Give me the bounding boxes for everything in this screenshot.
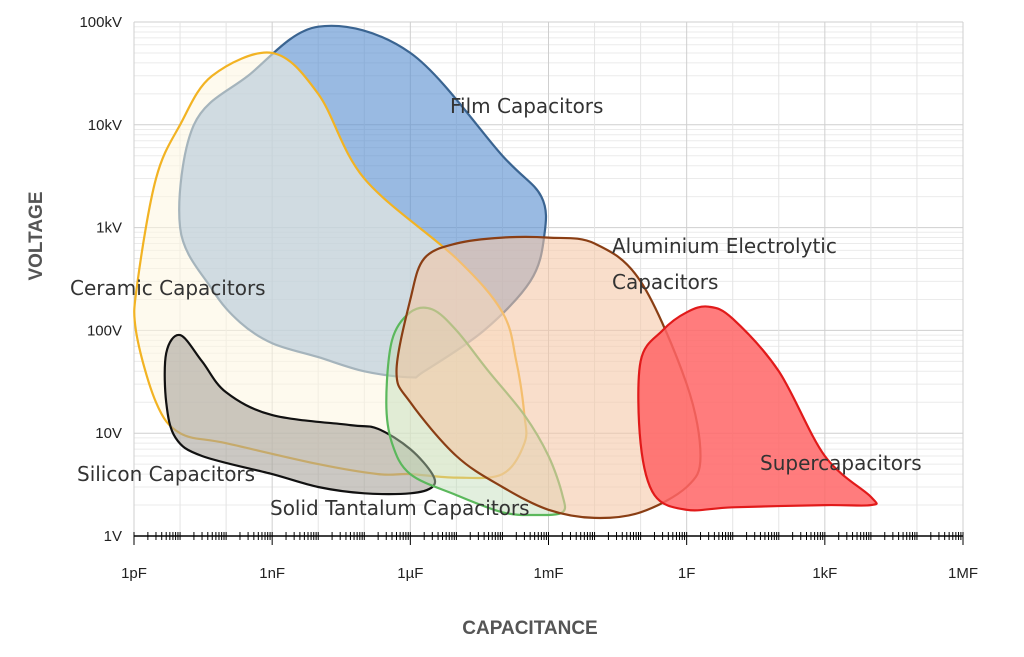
label-silicon-capacitors: Silicon Capacitors — [77, 462, 255, 486]
x-tick-label: 1mF — [534, 565, 564, 582]
x-tick-label: 1pF — [121, 565, 147, 582]
label-supercapacitors: Supercapacitors — [760, 451, 922, 475]
capacitor-regions — [133, 24, 878, 520]
label-aluminium-electrolytic-line1: Aluminium Electrolytic — [612, 234, 837, 258]
y-tick-label: 100V — [87, 322, 122, 339]
region-silicon-capacitors — [163, 333, 437, 496]
x-tick-labels: 1pF 1nF 1µF 1mF 1F 1kF 1MF — [121, 565, 978, 582]
y-tick-label: 100kV — [79, 14, 122, 31]
x-tick-label: 1F — [678, 565, 696, 582]
x-tick-label: 1nF — [259, 565, 285, 582]
x-axis — [133, 532, 964, 545]
y-tick-label: 1V — [104, 528, 122, 545]
label-aluminium-electrolytic-line2: Capacitors — [612, 270, 718, 294]
label-ceramic-capacitors: Ceramic Capacitors — [70, 276, 266, 300]
x-tick-label: 1kF — [812, 565, 837, 582]
x-tick-label: 1µF — [397, 565, 423, 582]
x-tick-label: 1MF — [948, 565, 978, 582]
y-tick-label: 1kV — [96, 220, 122, 237]
y-tick-label: 10kV — [88, 117, 122, 134]
x-axis-title: CAPACITANCE — [462, 618, 597, 639]
y-tick-labels: 1V 10V 100V 1kV 10kV 100kV — [79, 14, 122, 545]
y-tick-label: 10V — [95, 425, 122, 442]
region-supercapacitors — [637, 305, 878, 512]
label-solid-tantalum-capacitors: Solid Tantalum Capacitors — [270, 496, 530, 520]
y-axis-title: VOLTAGE — [26, 191, 47, 280]
label-film-capacitors: Film Capacitors — [450, 94, 603, 118]
